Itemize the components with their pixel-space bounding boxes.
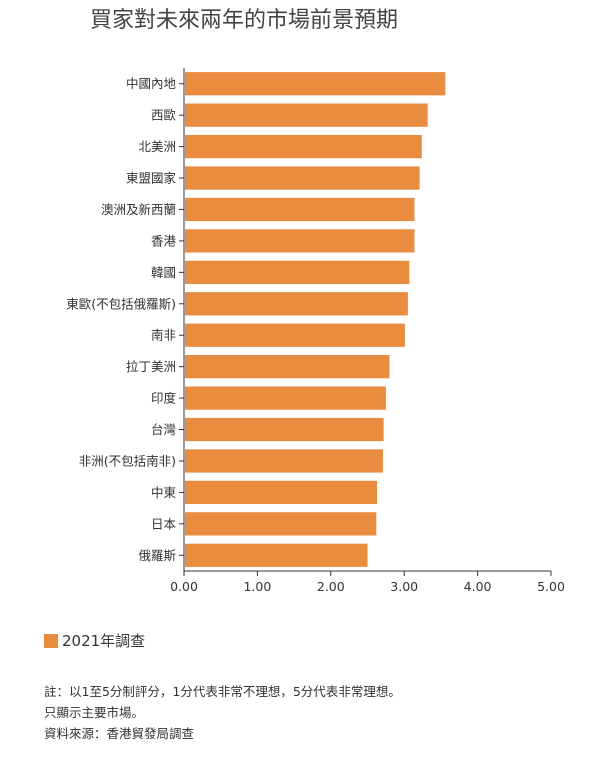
x-tick-label: 5.00 (537, 579, 565, 594)
y-tick-label: 北美洲 (138, 139, 176, 154)
bar (185, 103, 428, 127)
y-tick-label: 中東 (151, 485, 177, 500)
bar (185, 134, 422, 159)
x-tick-label: 2.00 (317, 579, 345, 594)
bar (185, 229, 415, 253)
legend-swatch (44, 633, 58, 648)
bars-group (185, 72, 446, 567)
legend: 2021年調查 (44, 630, 145, 651)
y-tick-label: 日本 (151, 516, 177, 531)
bar (185, 480, 378, 505)
y-tick-label: 中國內地 (126, 76, 177, 91)
y-tick-label: 韓國 (151, 265, 176, 280)
bar (185, 449, 383, 473)
bar (185, 543, 368, 567)
y-tick-label: 西歐 (151, 108, 177, 123)
bar (185, 417, 384, 442)
x-axis: 0.00 1.00 2.00 3.00 4.00 5.00 (170, 570, 565, 594)
note-scale: 註：以1至5分制評分，1分代表非常不理想，5分代表非常理想。 (44, 684, 401, 699)
y-tick-label: 俄羅斯 (138, 548, 176, 563)
bar (185, 355, 390, 379)
bar (185, 166, 420, 190)
x-tick-label: 4.00 (464, 579, 492, 594)
y-tick-label: 澳洲及新西蘭 (101, 202, 176, 217)
y-tick-label: 台灣 (151, 422, 176, 437)
bar (185, 72, 446, 96)
bar (185, 260, 410, 284)
bar (185, 292, 408, 316)
note-markets: 只顯示主要市場。 (44, 705, 145, 720)
bar (185, 197, 415, 222)
legend-label: 2021年調查 (62, 632, 146, 650)
bar (185, 323, 405, 347)
y-tick-label: 香港 (151, 233, 177, 248)
y-tick-label: 拉丁美洲 (126, 359, 176, 374)
bar (185, 386, 386, 410)
footnotes: 註：以1至5分制評分，1分代表非常不理想，5分代表非常理想。 只顯示主要市場。 … (44, 681, 401, 744)
y-tick-label: 南非 (151, 328, 176, 343)
x-tick-label: 1.00 (243, 579, 271, 594)
bar (185, 512, 377, 536)
chart-title: 買家對未來兩年的市場前景預期 (90, 8, 399, 33)
y-tick-label: 東歐(不包括俄羅斯) (66, 296, 176, 311)
x-tick-label: 3.00 (390, 579, 418, 594)
y-tick-label: 印度 (151, 391, 177, 406)
note-source: 資料來源：香港貿發局調查 (44, 726, 195, 741)
y-tick-label: 非洲(不包括南非) (79, 453, 176, 468)
x-tick-label: 0.00 (170, 579, 198, 594)
y-tick-label: 東盟國家 (126, 171, 177, 186)
